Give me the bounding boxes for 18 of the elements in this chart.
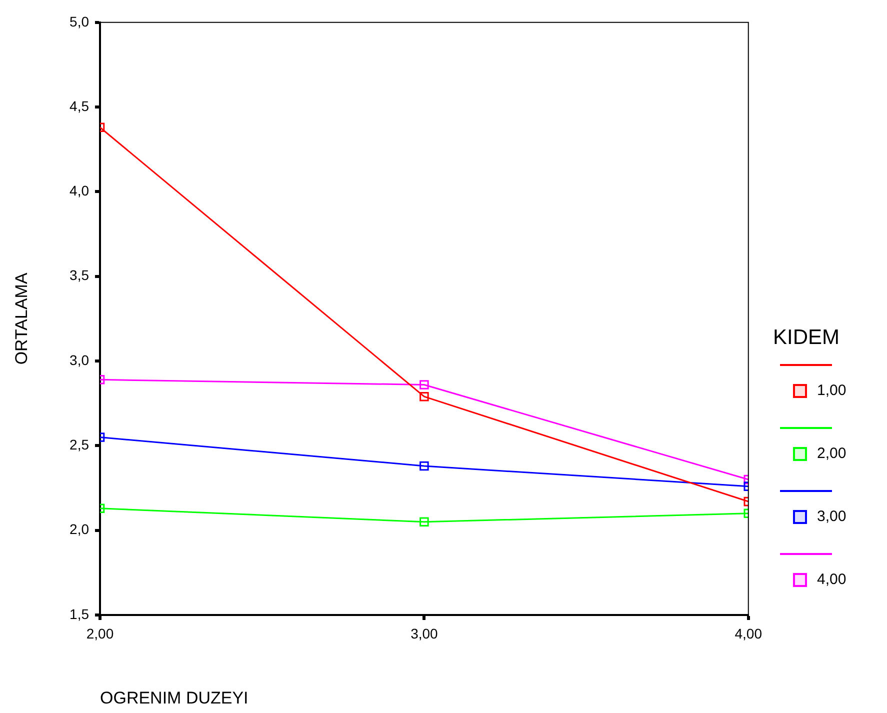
legend-label: 3,00 (817, 508, 846, 525)
y-tick-label: 5,0 (70, 13, 90, 30)
y-tick-label: 4,0 (70, 182, 90, 199)
legend-label: 2,00 (817, 445, 846, 462)
x-tick-label: 3,00 (410, 625, 438, 642)
legend-title: KIDEM (773, 326, 841, 350)
x-tick-label: 2,00 (86, 625, 114, 642)
y-tick-label: 3,0 (70, 352, 90, 368)
x-axis-title: OGRENIM DUZEYI (100, 688, 248, 708)
legend-label: 4,00 (817, 571, 846, 588)
y-axis-title: ORTALAMA (12, 272, 31, 365)
y-tick-label: 1,5 (70, 606, 90, 622)
y-tick-label: 4,5 (70, 98, 90, 114)
y-tick-label: 2,5 (70, 436, 90, 453)
y-tick-label: 3,5 (70, 267, 90, 284)
x-tick-label: 4,00 (734, 625, 762, 642)
legend-label: 1,00 (817, 382, 846, 399)
y-tick-label: 2,0 (70, 521, 90, 538)
